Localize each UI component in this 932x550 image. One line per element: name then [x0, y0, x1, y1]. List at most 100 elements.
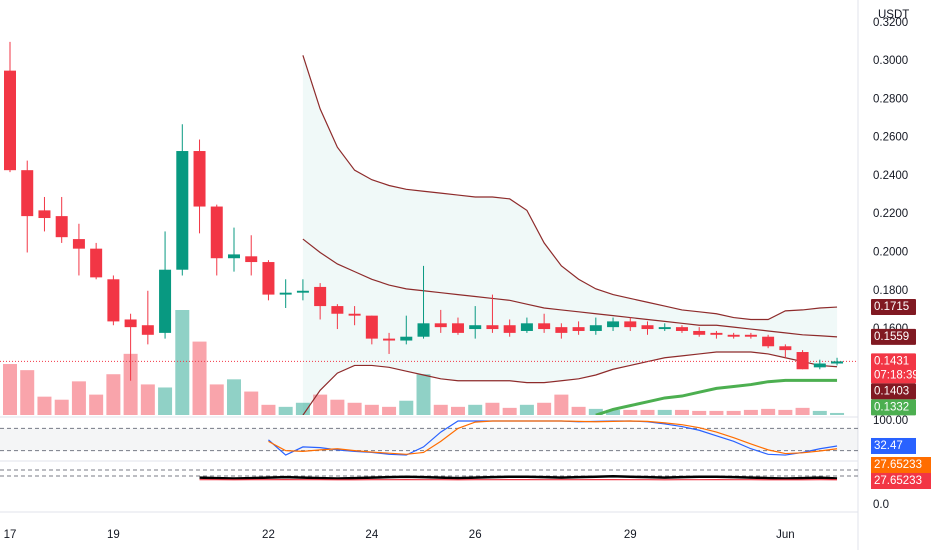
candle-body	[607, 321, 620, 328]
ind-label-bg	[871, 457, 931, 473]
candle-body	[245, 256, 258, 263]
countdown: 07:18:39	[874, 369, 919, 381]
ind-line	[199, 474, 838, 480]
volume-bar	[812, 410, 827, 415]
volume-bar	[20, 370, 35, 415]
ind-tick-label: 0.0	[873, 499, 889, 511]
volume-bar	[347, 402, 362, 415]
volume-bar	[795, 407, 810, 415]
candle-body	[451, 323, 464, 333]
candle-body	[555, 327, 568, 333]
volume-bar	[89, 394, 104, 415]
volume-bar	[537, 402, 552, 415]
y-tick-label: 0.2400	[873, 170, 908, 182]
candle-body	[227, 254, 240, 259]
volume-bar	[502, 407, 517, 415]
volume-bar	[485, 402, 500, 415]
volume-bar	[313, 394, 328, 415]
candle-body	[365, 315, 378, 339]
y-tick-label: 0.2800	[873, 93, 908, 105]
y-tick-label: 0.3000	[873, 55, 908, 67]
candle-body	[124, 319, 137, 328]
volume-bar	[640, 409, 655, 415]
candle-body	[417, 323, 430, 337]
volume-bar	[123, 353, 138, 415]
volume-bar	[209, 384, 224, 415]
candle-body	[314, 286, 327, 307]
volume-bar	[330, 399, 345, 415]
candle-body	[796, 352, 809, 370]
volume-bar	[3, 364, 17, 415]
candle-body	[159, 269, 172, 333]
candle-body	[693, 330, 706, 335]
volume-bar	[54, 399, 69, 415]
price-label-bg	[871, 299, 916, 316]
volume-bar	[382, 406, 397, 415]
volume-bar	[571, 406, 586, 415]
candle-body	[727, 334, 740, 337]
volume-bar	[278, 406, 293, 415]
candle-body	[641, 325, 654, 330]
candle-body	[434, 323, 447, 328]
volume-bar	[158, 387, 173, 415]
volume-bar	[743, 409, 758, 415]
y-tick-label: 0.2000	[873, 247, 908, 259]
volume-bar	[364, 404, 379, 415]
candle-body	[331, 306, 344, 314]
candle-body	[831, 361, 844, 364]
volume-bar	[140, 384, 155, 415]
volume-bar	[468, 404, 483, 415]
volume-bar	[175, 310, 190, 415]
price-label: 0.1559	[874, 331, 909, 343]
candle-body	[55, 216, 68, 238]
candle-body	[520, 323, 533, 331]
price-label: 0.1431	[874, 355, 909, 367]
candle-body	[210, 206, 223, 259]
volume-bar	[519, 404, 534, 415]
volume-bar	[399, 400, 414, 415]
volume-bar	[106, 374, 121, 415]
osc-line	[268, 420, 838, 455]
candle-body	[141, 325, 154, 335]
volume-bar	[726, 410, 741, 415]
volume-bar	[588, 408, 603, 415]
candle-body	[383, 338, 396, 341]
price-label-bg	[871, 399, 916, 416]
candle-body	[38, 210, 51, 219]
volume-bar	[761, 408, 776, 415]
candle-body	[572, 327, 585, 331]
volume-bar	[416, 374, 431, 415]
candle-body	[21, 170, 34, 217]
candle-body	[503, 325, 516, 333]
volume-bar	[261, 404, 276, 415]
currency: USDT	[878, 9, 909, 21]
candle-body	[469, 325, 482, 330]
volume-bar	[709, 410, 724, 415]
candle-body	[744, 334, 757, 337]
candle-body	[762, 336, 775, 347]
volume-bar	[692, 410, 707, 415]
volume-bar	[657, 409, 672, 415]
price-pane	[0, 41, 858, 415]
volume-bar	[450, 406, 465, 415]
candle-body	[710, 332, 723, 335]
candle-body	[486, 325, 499, 330]
volume-bar	[554, 394, 569, 415]
x-tick-label: Jun	[776, 529, 795, 541]
volume-bar	[830, 412, 845, 415]
candle-body	[813, 363, 826, 368]
candle-body	[348, 313, 361, 316]
candle-body	[779, 346, 792, 351]
candle-body	[72, 239, 85, 249]
y-tick-label: 0.3200	[873, 17, 908, 29]
x-tick-label: 29	[624, 529, 637, 541]
x-tick-label: 26	[469, 529, 482, 541]
x-tick-label: 24	[365, 529, 378, 541]
price-label-bg	[871, 353, 916, 384]
level-fill	[0, 428, 858, 451]
y-tick-label: 0.2200	[873, 208, 908, 220]
volume-bar	[37, 396, 52, 415]
volume-bar	[674, 409, 689, 415]
candle-body	[400, 336, 413, 341]
